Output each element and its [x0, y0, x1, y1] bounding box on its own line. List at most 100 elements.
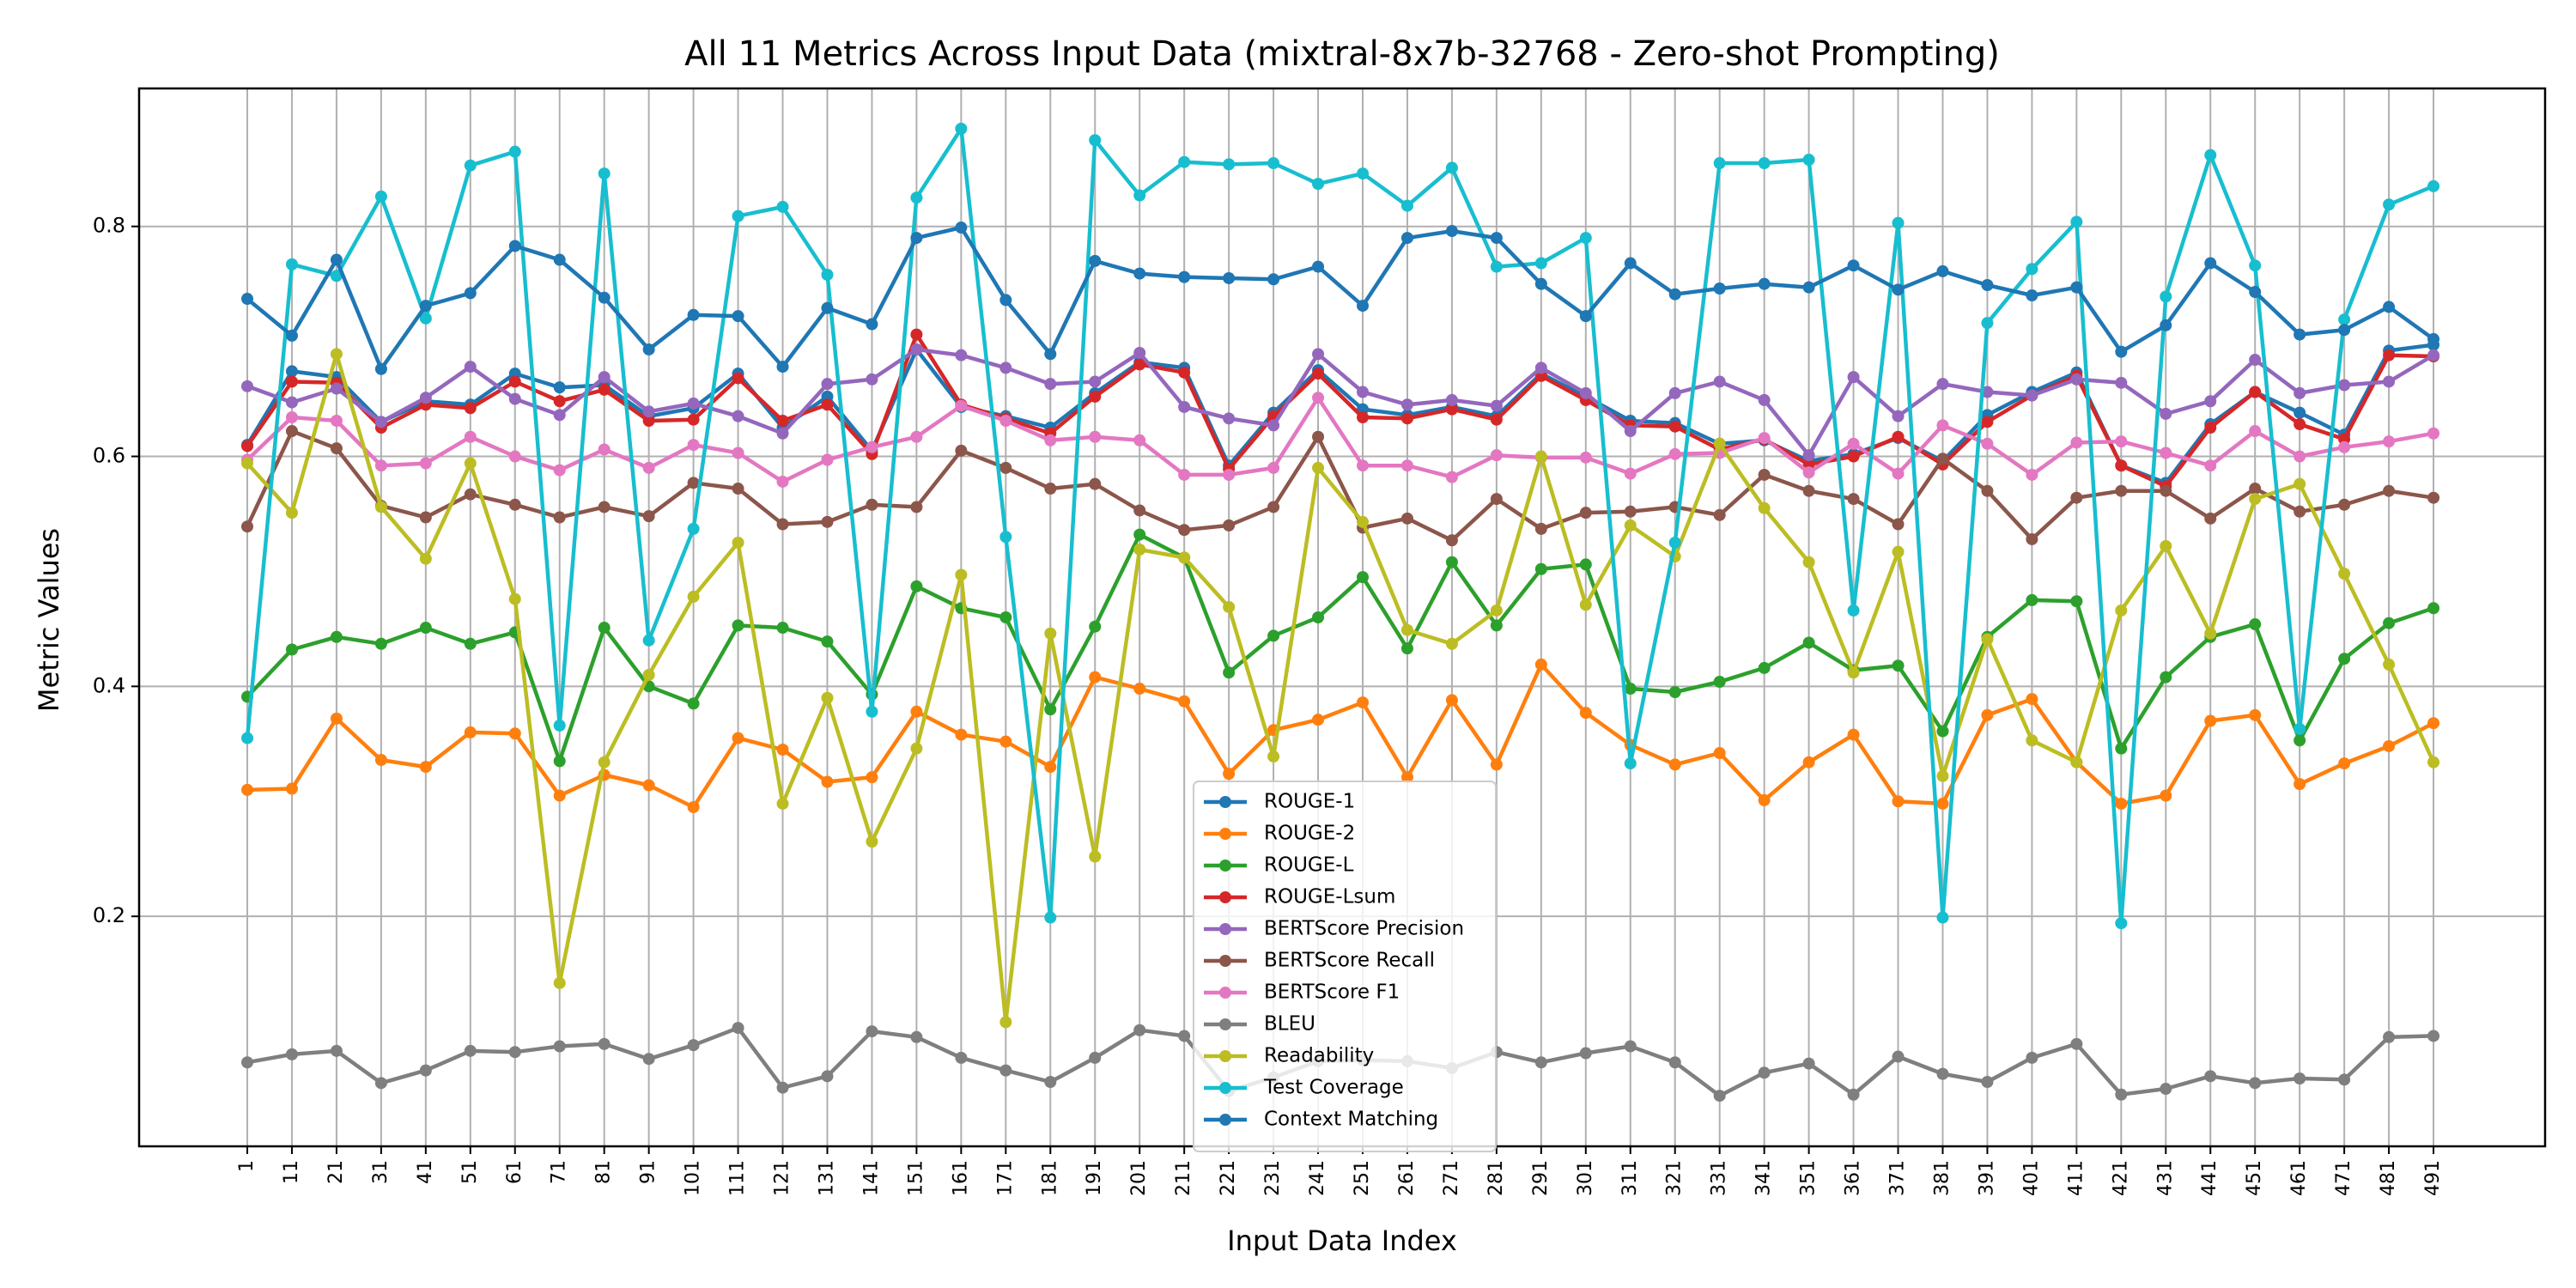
series-line: [246, 662, 2435, 810]
x-tick-label: 361: [1843, 1160, 1864, 1196]
data-point: [1847, 1088, 1860, 1101]
data-point: [2070, 491, 2083, 504]
data-point: [419, 457, 432, 470]
data-point: [866, 771, 878, 784]
data-point: [419, 1064, 432, 1077]
data-point: [1089, 254, 1102, 267]
legend-label: BLEU: [1264, 1013, 1315, 1036]
data-point: [642, 1053, 655, 1066]
data-point: [2070, 373, 2083, 386]
data-point: [1713, 1090, 1726, 1103]
data-point: [2338, 379, 2351, 392]
data-point: [1936, 419, 1949, 432]
data-point: [553, 464, 566, 477]
data-point: [1802, 484, 1815, 497]
data-point: [732, 536, 744, 549]
data-point: [999, 294, 1012, 307]
data-point: [2204, 149, 2217, 161]
x-axis-label: Input Data Index: [1227, 1224, 1457, 1257]
data-point: [1089, 671, 1102, 683]
data-point: [2070, 281, 2083, 294]
data-point: [1847, 371, 1860, 384]
data-point: [508, 240, 521, 252]
data-point: [1713, 747, 1726, 760]
data-point: [1534, 522, 1547, 535]
data-point: [508, 450, 521, 463]
legend-item: BERTScore Precision: [1204, 918, 1464, 940]
x-tick-label: 241: [1307, 1160, 1328, 1196]
data-point: [1357, 167, 1369, 180]
data-point: [1534, 562, 1547, 575]
data-point: [1133, 528, 1146, 541]
data-point: [2383, 198, 2396, 211]
data-point: [999, 361, 1012, 374]
data-point: [1400, 232, 1413, 245]
data-point: [1044, 1076, 1057, 1089]
x-tick-label: 311: [1619, 1160, 1641, 1196]
data-point: [553, 409, 566, 422]
data-point: [866, 835, 878, 848]
x-tick-label: 371: [1887, 1160, 1909, 1196]
data-point: [1936, 1067, 1949, 1080]
data-point: [2115, 1088, 2128, 1101]
data-point: [2160, 319, 2172, 331]
data-point: [776, 361, 789, 374]
data-point: [553, 1040, 566, 1053]
data-point: [285, 365, 298, 378]
data-point: [1490, 413, 1503, 426]
data-point: [1802, 636, 1815, 649]
axis-ticks: 1 11 21 31 41 51 61 71 81 91 101 111 121 131 141 151 161…: [93, 214, 2444, 1196]
x-tick-label: 211: [1173, 1160, 1194, 1196]
data-point: [1133, 1024, 1146, 1036]
data-point: [999, 531, 1012, 544]
data-point: [2070, 216, 2083, 228]
data-point: [1267, 629, 1280, 642]
data-point: [642, 510, 655, 523]
data-point: [866, 705, 878, 718]
data-point: [2160, 447, 2172, 459]
data-point: [1847, 493, 1860, 506]
data-point: [866, 1025, 878, 1038]
x-tick-label: 461: [2288, 1160, 2310, 1196]
data-point: [2115, 917, 2128, 930]
data-point: [419, 761, 432, 774]
data-point: [1178, 366, 1191, 379]
x-tick-label: 441: [2199, 1160, 2221, 1196]
x-tick-label: 351: [1798, 1160, 1820, 1196]
x-tick-label: 231: [1262, 1160, 1284, 1196]
data-point: [1133, 347, 1146, 359]
data-point: [1981, 386, 1994, 398]
data-point: [1312, 392, 1325, 404]
legend-swatch-marker: [1219, 796, 1231, 808]
data-point: [2427, 602, 2440, 615]
data-point: [1312, 430, 1325, 443]
x-tick-label: 81: [593, 1160, 615, 1184]
data-point: [776, 518, 789, 531]
data-point: [508, 392, 521, 405]
data-point: [2026, 734, 2038, 747]
legend-item: ROUGE-2: [1204, 823, 1355, 845]
data-point: [508, 498, 521, 511]
data-point: [1178, 155, 1191, 168]
data-point: [2293, 406, 2306, 419]
data-point: [330, 253, 343, 266]
data-point: [1892, 518, 1905, 531]
data-point: [1312, 368, 1325, 380]
series-bertscore-precision: [241, 343, 2440, 462]
legend-swatch-marker: [1219, 1082, 1231, 1094]
data-point: [241, 440, 253, 453]
x-tick-label: 171: [994, 1160, 1016, 1196]
data-point: [2249, 425, 2262, 438]
data-point: [1847, 666, 1860, 679]
data-point: [687, 413, 700, 426]
data-point: [1178, 400, 1191, 413]
data-point: [464, 402, 477, 415]
legend-swatch-marker: [1219, 1018, 1231, 1030]
data-point: [1758, 277, 1771, 290]
data-point: [1534, 361, 1547, 374]
data-point: [1981, 437, 1994, 450]
data-point: [1357, 410, 1369, 423]
data-point: [553, 789, 566, 802]
x-tick-label: 451: [2244, 1160, 2265, 1196]
